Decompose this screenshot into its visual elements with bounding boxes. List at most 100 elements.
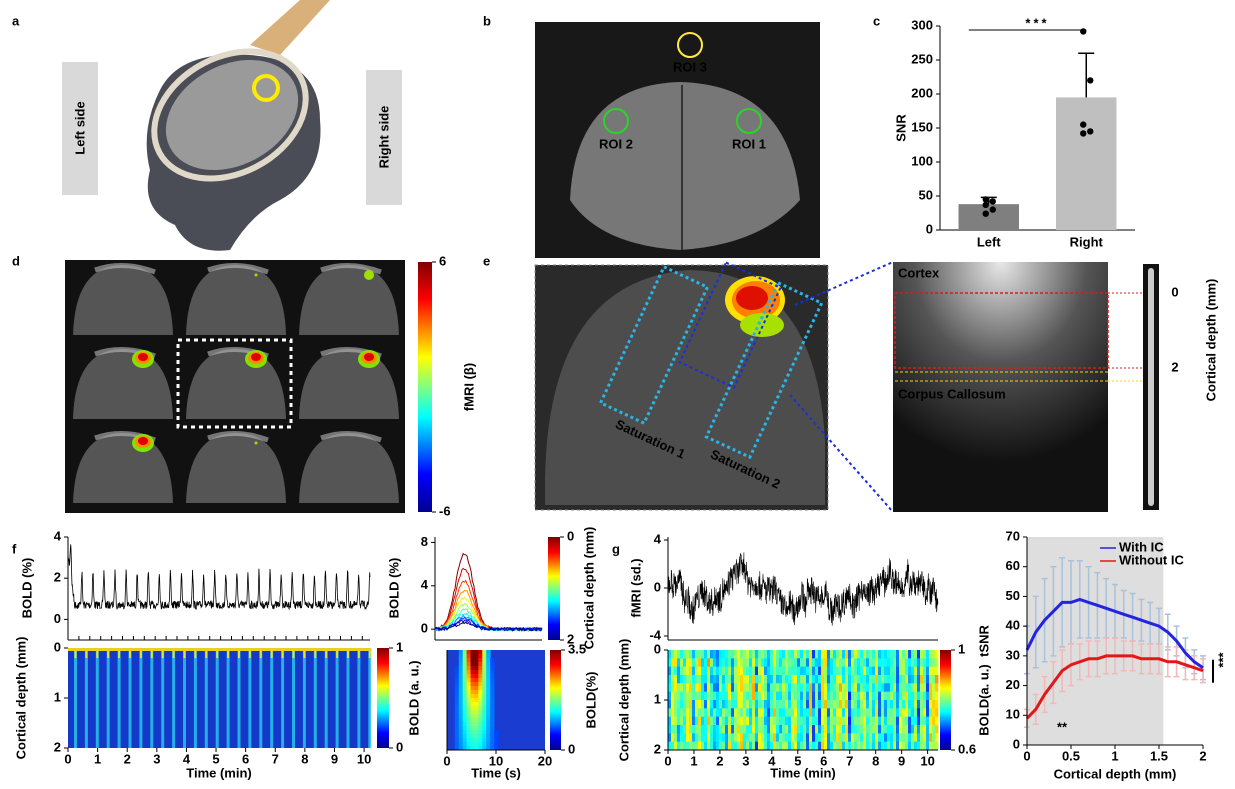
heatmap-cell bbox=[917, 666, 921, 676]
heatmap-cell bbox=[875, 725, 879, 734]
heatmap-cell bbox=[926, 741, 930, 751]
heatmap-cell bbox=[920, 733, 924, 743]
y-tick-label: 0 bbox=[654, 641, 661, 656]
heatmap-cell bbox=[860, 650, 864, 659]
heatmap-cell bbox=[797, 675, 801, 684]
heatmap-cell bbox=[668, 691, 672, 701]
heatmap-cell bbox=[740, 725, 744, 734]
heatmap-cell bbox=[872, 650, 876, 659]
heatmap-cell bbox=[716, 666, 720, 676]
heatmap-cell bbox=[854, 683, 858, 693]
heatmap-cell bbox=[917, 691, 921, 701]
heatmap-cell bbox=[689, 658, 693, 668]
heatmap-cell bbox=[743, 666, 747, 676]
heatmap-stripe bbox=[129, 648, 131, 658]
heatmap-cell bbox=[866, 725, 870, 734]
heatmap-cell bbox=[761, 666, 765, 676]
y-tick-label: 40 bbox=[1006, 618, 1020, 633]
heatmap-cell bbox=[869, 666, 873, 676]
heatmap-cell bbox=[692, 650, 696, 659]
heatmap-cell bbox=[482, 742, 487, 747]
heatmap-cell bbox=[878, 658, 882, 668]
heatmap-cell bbox=[782, 708, 786, 718]
heatmap-cell bbox=[743, 716, 747, 726]
heatmap-cell bbox=[812, 700, 816, 709]
heatmap-cell bbox=[743, 725, 747, 734]
heatmap-cell bbox=[884, 666, 888, 676]
heatmap-cell bbox=[872, 691, 876, 701]
bar bbox=[958, 204, 1019, 230]
heatmap-cell bbox=[782, 666, 786, 676]
heatmap-cell bbox=[486, 674, 491, 679]
heatmap-cell bbox=[731, 725, 735, 734]
heatmap-cell bbox=[929, 725, 933, 734]
heatmap-cell bbox=[809, 725, 813, 734]
heatmap-cell bbox=[761, 700, 765, 709]
heatmap-cell bbox=[716, 716, 720, 726]
heatmap-cell bbox=[674, 691, 678, 701]
heatmap-cell bbox=[764, 708, 768, 718]
brain-cortex bbox=[165, 59, 299, 171]
roi-ring bbox=[252, 74, 280, 102]
heatmap-cell bbox=[905, 708, 909, 718]
heatmap-cell bbox=[905, 675, 909, 684]
heatmap-cell bbox=[908, 708, 912, 718]
heatmap-cell bbox=[839, 675, 843, 684]
heatmap-cell bbox=[731, 683, 735, 693]
heatmap-cell bbox=[872, 733, 876, 743]
heatmap-cell bbox=[890, 691, 894, 701]
heatmap-cell bbox=[926, 675, 930, 684]
heatmap-cell bbox=[767, 650, 771, 659]
heatmap-cell bbox=[935, 691, 939, 701]
heatmap-cell bbox=[743, 700, 747, 709]
heatmap-cell bbox=[674, 708, 678, 718]
heatmap-cell bbox=[809, 708, 813, 718]
heatmap-cell bbox=[794, 666, 798, 676]
significance: ** bbox=[1057, 719, 1068, 734]
heatmap-cell bbox=[686, 666, 690, 676]
heatmap-cell bbox=[890, 700, 894, 709]
heatmap-cell bbox=[794, 658, 798, 668]
heatmap-stripe bbox=[259, 648, 262, 658]
heatmap-cell bbox=[725, 675, 729, 684]
heatmap-cell bbox=[478, 714, 483, 719]
heatmap-cell bbox=[680, 733, 684, 743]
heatmap-cell bbox=[710, 650, 714, 659]
heatmap-cell bbox=[686, 741, 690, 751]
heatmap-cell bbox=[680, 658, 684, 668]
heatmap-cell bbox=[800, 741, 804, 751]
heatmap-cell bbox=[454, 674, 460, 679]
heatmap-cell bbox=[764, 733, 768, 743]
heatmap-cell bbox=[462, 714, 468, 719]
data-point bbox=[989, 206, 996, 213]
heatmap-cell bbox=[878, 716, 882, 726]
heatmap-cell bbox=[478, 698, 483, 703]
heatmap-cell bbox=[458, 722, 464, 727]
heatmap-cell bbox=[764, 691, 768, 701]
heatmap-cell bbox=[848, 741, 852, 751]
heatmap-cell bbox=[866, 675, 870, 684]
heatmap-cell bbox=[788, 733, 792, 743]
heatmap-cell bbox=[779, 658, 783, 668]
heatmap-cell bbox=[478, 686, 483, 691]
heatmap-cell bbox=[896, 675, 900, 684]
heatmap-cell bbox=[803, 650, 807, 659]
heatmap-cell bbox=[800, 666, 804, 676]
heatmap-cell bbox=[794, 691, 798, 701]
heatmap-cell bbox=[689, 716, 693, 726]
heatmap-cell bbox=[474, 738, 479, 743]
heatmap-stripe bbox=[216, 648, 219, 658]
heatmap-cell bbox=[482, 654, 487, 659]
heatmap-cell bbox=[740, 675, 744, 684]
panel-label: c bbox=[873, 13, 880, 28]
heatmap-cell bbox=[707, 741, 711, 751]
heatmap-cell bbox=[482, 722, 487, 727]
heatmap-cell bbox=[917, 700, 921, 709]
heatmap-cell bbox=[668, 683, 672, 693]
x-tick-label: 10 bbox=[489, 753, 503, 768]
heatmap-cell bbox=[743, 658, 747, 668]
heatmap-cell bbox=[887, 708, 891, 718]
y-tick-label: 50 bbox=[1006, 588, 1020, 603]
heatmap-cell bbox=[740, 716, 744, 726]
colorbar bbox=[550, 650, 561, 750]
